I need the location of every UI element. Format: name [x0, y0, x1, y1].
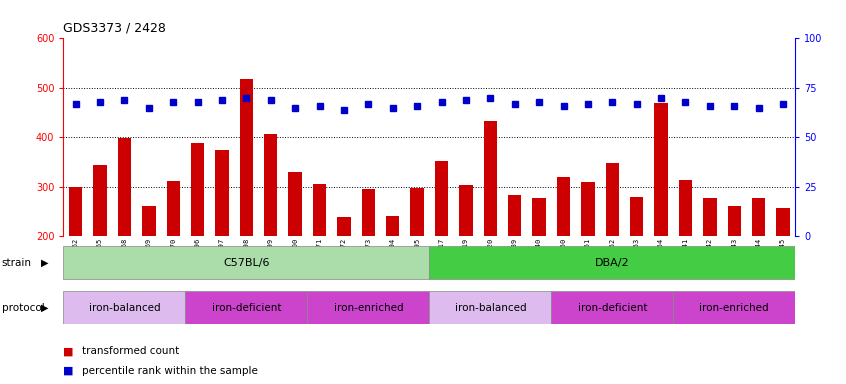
Bar: [654, 103, 667, 335]
Text: ▶: ▶: [41, 303, 48, 313]
Bar: [630, 197, 644, 335]
Bar: [361, 189, 375, 335]
Bar: [63, 247, 429, 279]
Text: protocol: protocol: [2, 303, 45, 313]
Bar: [673, 291, 795, 324]
Bar: [752, 198, 766, 335]
Bar: [288, 172, 302, 335]
Bar: [678, 180, 692, 335]
Bar: [69, 187, 82, 335]
Bar: [313, 184, 327, 335]
Text: percentile rank within the sample: percentile rank within the sample: [82, 366, 258, 376]
Bar: [459, 185, 473, 335]
Bar: [508, 195, 521, 335]
Text: iron-deficient: iron-deficient: [578, 303, 647, 313]
Bar: [552, 291, 673, 324]
Text: C57BL/6: C57BL/6: [223, 258, 270, 268]
Text: iron-balanced: iron-balanced: [454, 303, 526, 313]
Bar: [410, 188, 424, 335]
Bar: [142, 207, 156, 335]
Bar: [728, 207, 741, 335]
Bar: [167, 181, 180, 335]
Text: ■: ■: [63, 346, 74, 356]
Text: iron-enriched: iron-enriched: [333, 303, 404, 313]
Bar: [532, 198, 546, 335]
Bar: [386, 217, 399, 335]
Bar: [191, 143, 205, 335]
Bar: [118, 138, 131, 335]
Text: strain: strain: [2, 258, 31, 268]
Bar: [93, 165, 107, 335]
Bar: [239, 79, 253, 335]
Bar: [435, 161, 448, 335]
Bar: [777, 208, 790, 335]
Text: iron-balanced: iron-balanced: [89, 303, 160, 313]
Bar: [484, 121, 497, 335]
Bar: [703, 198, 717, 335]
Text: ▶: ▶: [41, 258, 48, 268]
Text: transformed count: transformed count: [82, 346, 179, 356]
Text: ■: ■: [63, 366, 74, 376]
Bar: [581, 182, 595, 335]
Bar: [429, 291, 552, 324]
Bar: [63, 291, 185, 324]
Bar: [215, 150, 228, 335]
Text: iron-deficient: iron-deficient: [212, 303, 281, 313]
Bar: [264, 134, 277, 335]
Bar: [429, 247, 795, 279]
Bar: [338, 217, 351, 335]
Bar: [557, 177, 570, 335]
Bar: [307, 291, 429, 324]
Text: GDS3373 / 2428: GDS3373 / 2428: [63, 21, 167, 34]
Text: DBA/2: DBA/2: [595, 258, 629, 268]
Bar: [606, 163, 619, 335]
Text: iron-enriched: iron-enriched: [700, 303, 769, 313]
Bar: [185, 291, 307, 324]
